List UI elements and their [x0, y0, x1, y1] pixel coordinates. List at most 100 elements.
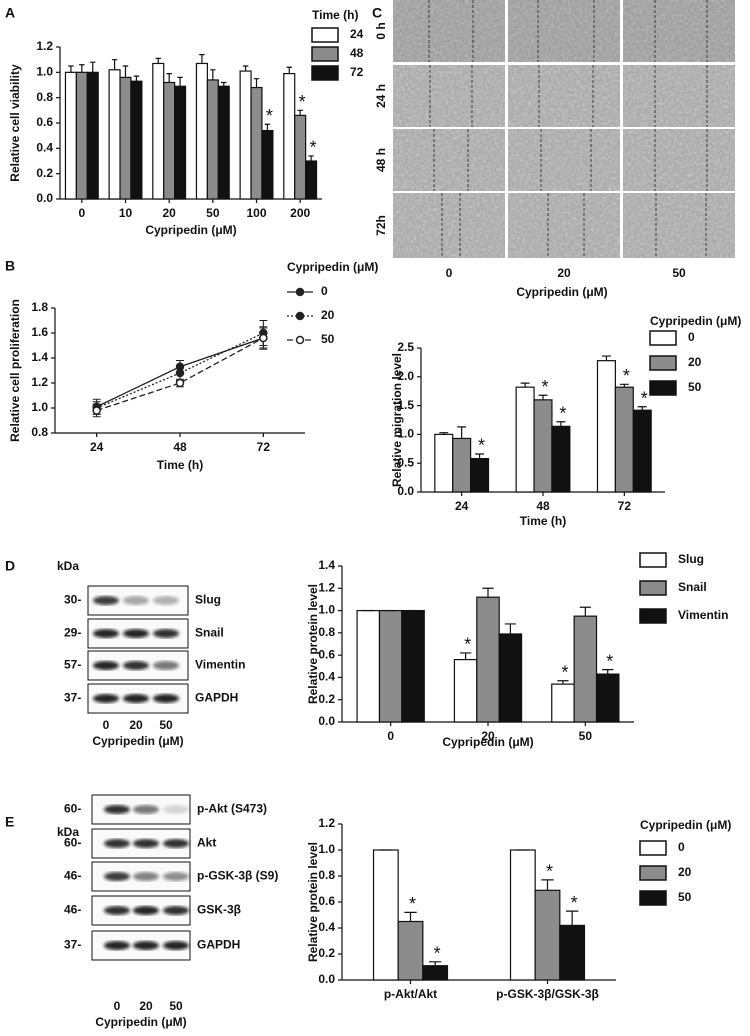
error-bar	[133, 75, 140, 82]
x-tick-label: 100	[246, 206, 266, 220]
y-tick-label: 1.2	[31, 375, 48, 389]
significance: *	[299, 92, 306, 112]
error-bar	[541, 879, 554, 891]
wound-image	[508, 129, 620, 191]
wound-col-label: 20	[557, 266, 571, 280]
wound-image	[508, 0, 620, 62]
blot-marker: 30-	[64, 593, 81, 607]
error-bar	[404, 911, 417, 922]
y-axis-label: Relative protein level	[306, 584, 320, 704]
bar	[283, 72, 296, 200]
bar	[64, 71, 77, 200]
error-bar	[122, 65, 129, 78]
error-bar	[439, 432, 449, 435]
bar	[551, 425, 571, 493]
blot-band	[163, 872, 189, 881]
y-tick-label: 1.0	[318, 603, 335, 617]
y-tick-label: 1.5	[397, 398, 414, 412]
significance: *	[541, 377, 548, 397]
legend-swatch	[639, 865, 667, 881]
x-tick-label: 48	[173, 440, 187, 454]
legend-swatch	[649, 355, 677, 371]
bar	[356, 609, 381, 723]
error-bar	[286, 66, 292, 74]
bar	[422, 965, 449, 981]
blot-band	[93, 629, 119, 638]
blot-band	[93, 694, 119, 703]
y-tick-label: 0.6	[318, 894, 335, 908]
y-axis-label: Relative cell proliferation	[8, 299, 22, 442]
y-tick-label: 0.5	[397, 455, 414, 469]
wound-image	[393, 0, 505, 62]
error-bar	[579, 606, 591, 617]
line	[96, 332, 264, 409]
bar	[434, 433, 454, 493]
blot-band	[104, 872, 130, 881]
error-bar	[538, 394, 548, 400]
error-bar	[155, 57, 161, 64]
legend-swatch	[311, 65, 339, 81]
legend-swatch	[649, 330, 677, 346]
bar	[533, 399, 553, 493]
significance: *	[561, 663, 568, 683]
blot-marker: 37-	[64, 938, 81, 952]
panel-label: E	[5, 814, 14, 830]
legend-marker	[295, 311, 305, 321]
wound-col-label: 0	[446, 266, 453, 280]
panel-label: C	[372, 5, 382, 21]
point	[259, 333, 268, 343]
bar	[163, 81, 176, 200]
wound-image	[393, 129, 505, 191]
y-axis-label: Relative migration level	[390, 353, 404, 487]
error-bar	[199, 54, 205, 64]
bar	[305, 160, 318, 200]
blot-unit: kDa	[57, 559, 79, 573]
bar	[596, 360, 616, 493]
y-tick-label: 1.2	[318, 580, 335, 594]
blot-marker: 46-	[64, 869, 81, 883]
legend-label: 0	[678, 840, 685, 854]
blot-unit: kDa	[57, 825, 79, 839]
y-tick-label: 0.6	[318, 647, 335, 661]
blot-lane: 0	[103, 718, 110, 732]
error-bar	[297, 109, 303, 116]
bar	[397, 920, 424, 981]
blot-band	[123, 596, 149, 605]
y-tick-label: 1.0	[397, 427, 414, 441]
legend-swatch	[311, 27, 339, 43]
blot-lane: 20	[139, 999, 153, 1013]
error-bar	[166, 73, 172, 83]
x-axis-label: Time (h)	[520, 514, 566, 528]
blot-band	[153, 661, 179, 670]
y-tick-label: 0.0	[36, 191, 53, 205]
bar	[453, 658, 478, 723]
bar	[595, 673, 620, 723]
blot-band	[153, 596, 179, 605]
legend-swatch	[311, 46, 339, 62]
blot-xlabel: Cypripedin (μM)	[95, 1015, 186, 1029]
legend-label: 72	[350, 65, 364, 79]
bar	[470, 457, 490, 493]
legend-swatch	[639, 840, 667, 856]
x-tick-label: p-GSK-3β/GSK-3β	[496, 987, 599, 1001]
blot-band	[133, 872, 159, 881]
blot-band	[163, 805, 189, 814]
line	[96, 337, 264, 412]
blot-marker: 57-	[64, 658, 81, 672]
bar	[401, 609, 425, 723]
blot-band	[104, 805, 130, 814]
blot-marker: 29-	[64, 626, 81, 640]
bar	[119, 76, 132, 200]
blot-band	[163, 906, 189, 915]
legend-title: Cypripedin (μM)	[287, 260, 378, 274]
error-bar	[79, 64, 85, 73]
error-bar	[557, 680, 569, 685]
error-bar	[264, 123, 271, 131]
error-bar	[177, 76, 183, 87]
blot-band	[153, 629, 179, 638]
error-bar	[482, 587, 494, 598]
significance: *	[266, 106, 273, 126]
blot-band	[93, 596, 119, 605]
bar	[476, 596, 500, 723]
blot-marker: 46-	[64, 903, 81, 917]
